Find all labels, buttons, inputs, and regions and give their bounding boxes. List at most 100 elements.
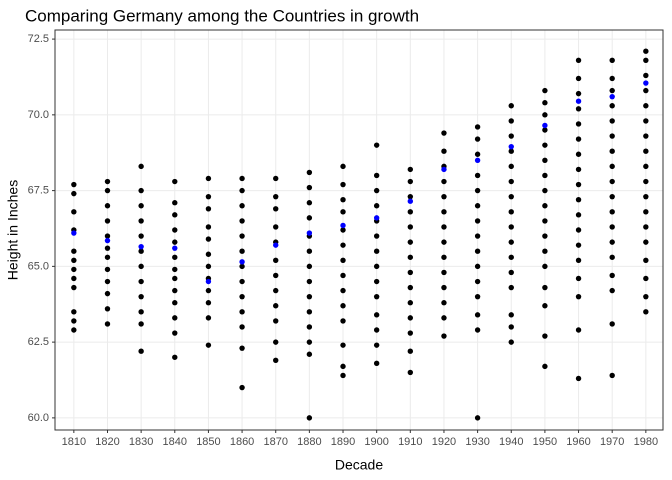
point [205,236,212,242]
point [71,318,77,324]
chart-title: Comparing Germany among the Countries in… [25,6,419,25]
point [575,196,582,203]
point [643,103,649,109]
point [542,333,548,339]
point [643,80,649,86]
point [407,224,414,230]
point [373,172,380,179]
point [609,103,615,109]
point [575,227,582,233]
point [643,163,649,170]
point [138,309,144,315]
y-tick-label: 72.5 [28,33,49,45]
x-tick-label: 1940 [499,436,523,448]
point [205,175,212,182]
point [643,239,649,245]
point [575,212,582,218]
point [575,166,582,173]
point [643,87,649,94]
point [508,133,514,139]
point [340,287,346,294]
point [306,293,313,300]
point [643,293,649,300]
point [609,133,615,139]
point [508,339,514,345]
point [138,187,144,194]
point [273,318,279,324]
y-axis-title: Height in Inches [5,180,21,280]
point [542,263,548,270]
point [643,178,649,185]
point [205,193,212,200]
point [306,169,313,176]
point [205,315,212,321]
point [643,309,649,315]
point [643,48,649,54]
point [407,166,414,173]
point [104,178,111,185]
point [172,330,178,336]
point [609,87,615,94]
point [508,118,514,124]
point [138,163,144,170]
axes: 60.0 62.5 65.0 67.5 70.0 72.5 1810 1820 1830 1840… [28,33,659,448]
point [205,263,212,270]
point [407,300,414,306]
x-tick-label: 1850 [196,436,220,448]
point [273,224,279,230]
point [542,127,548,133]
point [609,239,615,245]
point [239,259,245,265]
point [71,209,77,215]
point [340,318,346,324]
point [172,300,178,306]
point [138,263,144,270]
point [104,187,111,194]
point [508,312,514,318]
x-tick-label: 1910 [398,436,422,448]
point [407,198,414,204]
point [340,372,346,379]
point [542,248,548,254]
point [239,263,245,270]
point [643,224,649,230]
point [441,130,447,136]
point [609,287,615,294]
point [508,163,514,170]
point [542,284,548,291]
point [306,278,313,285]
point [643,275,649,282]
point [306,263,313,270]
x-tick-label: 1880 [297,436,321,448]
point [373,248,380,254]
point [306,184,313,191]
point [441,254,447,260]
point [205,287,212,294]
point [205,278,212,285]
point [104,237,111,244]
x-tick-label: 1950 [533,436,557,448]
point [104,266,111,273]
x-tick-label: 1860 [230,436,254,448]
point [508,193,514,200]
point [373,293,380,300]
point [340,222,346,229]
point [575,327,582,333]
points [71,48,649,421]
point [340,227,346,233]
x-tick-label: 1970 [600,436,624,448]
panel-border [54,29,664,431]
x-axis-title: Decade [335,457,383,473]
point [273,357,279,364]
point [643,257,649,264]
point [138,278,144,285]
point [474,157,481,164]
point [172,354,178,360]
point [172,266,178,273]
point [71,284,77,291]
point [643,209,649,215]
point [306,248,313,254]
x-tick-label: 1830 [129,436,153,448]
